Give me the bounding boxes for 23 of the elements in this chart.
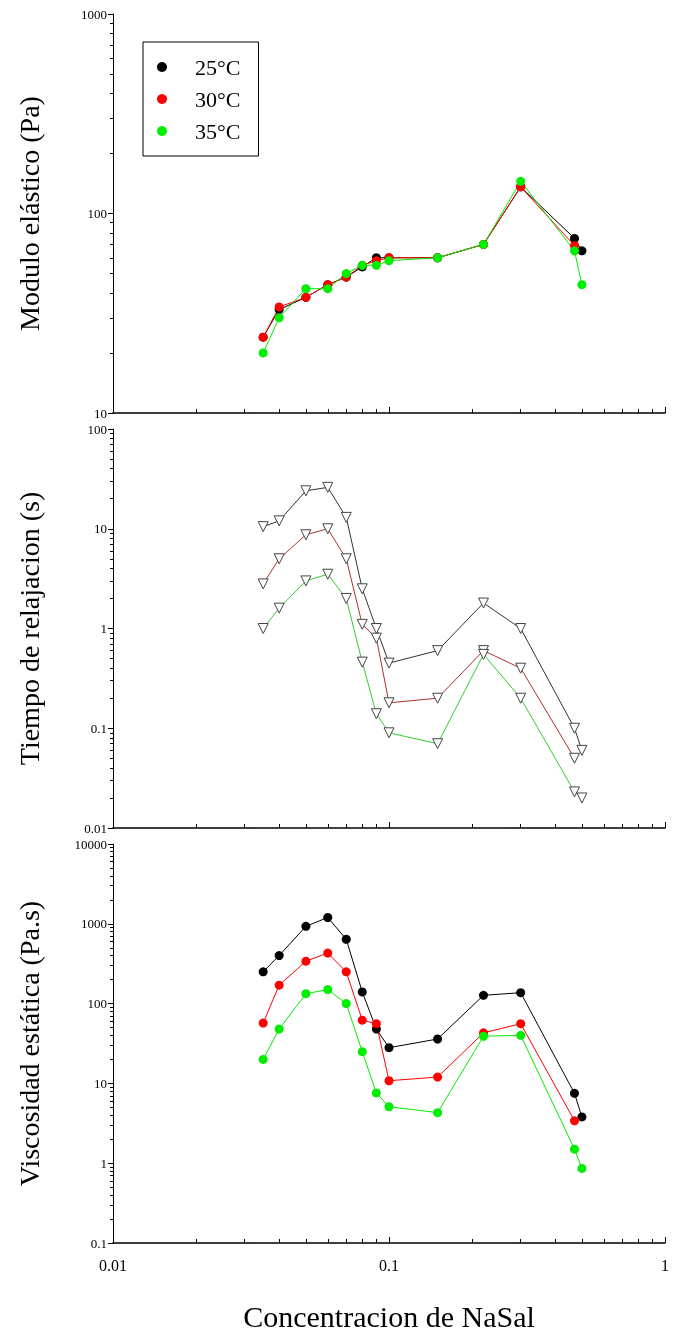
- legend-label: 25°C: [195, 54, 241, 80]
- y-tick-label: 10000: [74, 836, 107, 852]
- y-axis-title: Tiempo de relajacion (s): [13, 491, 45, 766]
- y-tick-label: 10: [94, 1075, 107, 1091]
- y-tick-label: 100: [87, 996, 107, 1012]
- y-tick-label: 10: [94, 405, 107, 421]
- y-tick-label: 1000: [81, 916, 107, 932]
- legend-label: 30°C: [195, 86, 241, 112]
- y-tick-label: 1: [100, 1155, 107, 1171]
- y-axis-title: Modulo elástico (Pa): [13, 96, 45, 331]
- x-tick-label: 1: [661, 1256, 669, 1274]
- legend-label: 35°C: [195, 118, 241, 144]
- y-axis-title: Viscosidad estática (Pa.s): [13, 900, 45, 1187]
- y-tick-label: 0.1: [90, 720, 107, 736]
- y-tick-label: 10: [94, 521, 107, 537]
- y-tick-label: 100: [87, 206, 107, 221]
- x-tick-label: 0.1: [379, 1256, 399, 1274]
- y-tick-label: 0.1: [90, 1235, 107, 1251]
- y-tick-label: 100: [87, 421, 107, 437]
- x-axis-title: Concentracion de NaSal: [243, 1299, 535, 1333]
- y-tick-label: 1: [100, 621, 107, 636]
- y-tick-label: 0.01: [84, 820, 107, 836]
- y-tick-label: 1000: [81, 6, 107, 22]
